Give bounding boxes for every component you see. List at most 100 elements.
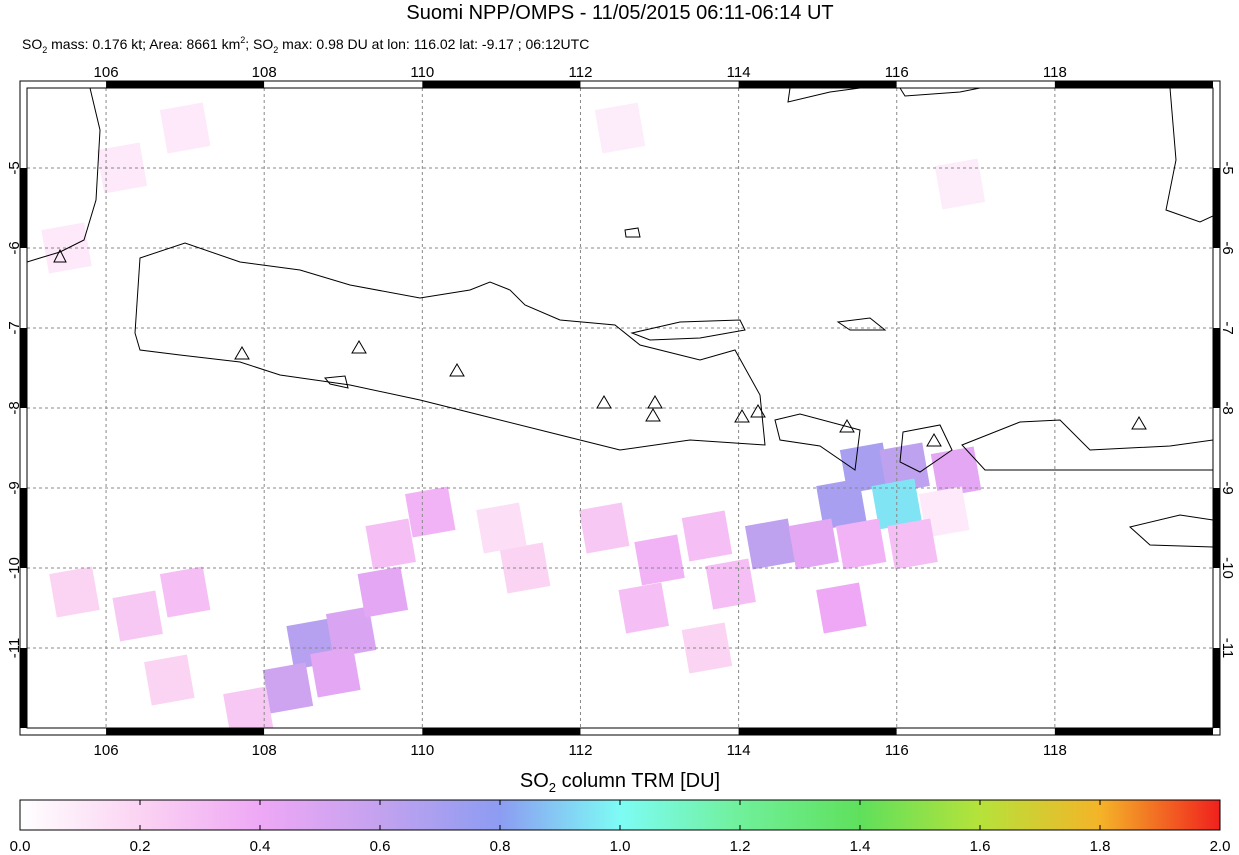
subtitle-part: max: 0.98 DU at lon: 116.02 lat: -9.17 ;… bbox=[278, 36, 589, 52]
y-tick-label: -9 bbox=[1219, 481, 1236, 494]
so2-cell bbox=[618, 582, 669, 634]
x-tick-label: 110 bbox=[410, 64, 434, 81]
coastline bbox=[1165, 88, 1213, 223]
frame-bar bbox=[422, 81, 581, 88]
x-tick-label: 106 bbox=[94, 64, 119, 81]
colorbar-label-part: SO bbox=[520, 770, 549, 792]
y-tick-label: -11 bbox=[6, 638, 23, 659]
frame-bar bbox=[20, 488, 27, 568]
coastlines bbox=[27, 88, 1213, 548]
y-tick-label: -5 bbox=[1219, 161, 1236, 174]
frame-bar bbox=[580, 81, 739, 88]
subtitle-part: SO bbox=[22, 36, 42, 52]
x-tick-label: 118 bbox=[1043, 64, 1067, 81]
so2-layer bbox=[41, 102, 986, 728]
so2-cell bbox=[705, 558, 756, 610]
coastline bbox=[1128, 514, 1213, 548]
colorbar-segment bbox=[260, 800, 381, 830]
frame-bar bbox=[738, 81, 897, 88]
volcano-marker bbox=[926, 433, 942, 447]
frame-bar bbox=[1213, 168, 1220, 248]
so2-cell bbox=[112, 590, 163, 642]
colorbar-segment bbox=[140, 800, 261, 830]
so2-cell bbox=[325, 606, 377, 658]
frame-bar bbox=[106, 81, 265, 88]
frame-bar bbox=[20, 168, 27, 248]
grid bbox=[27, 88, 1213, 728]
y-tick-label: -6 bbox=[6, 241, 23, 254]
frame-bar bbox=[1054, 728, 1213, 735]
y-tick-label: -9 bbox=[6, 481, 23, 494]
frame-bar bbox=[1054, 81, 1213, 88]
so2-cell bbox=[357, 566, 409, 618]
frame-bar bbox=[106, 728, 265, 735]
so2-cell bbox=[634, 534, 685, 586]
volcano-marker bbox=[234, 346, 250, 360]
subtitle-part: 2 bbox=[42, 45, 47, 55]
title: Suomi NPP/OMPS - 11/05/2015 06:11-06:14 … bbox=[406, 2, 833, 24]
y-tick-label: -7 bbox=[6, 321, 23, 334]
x-tick-label: 114 bbox=[727, 742, 751, 759]
y-tick-label: -11 bbox=[1219, 638, 1236, 659]
so2-cell bbox=[879, 442, 930, 494]
frame-bar bbox=[580, 728, 739, 735]
so2-cell bbox=[41, 222, 92, 274]
y-tick-label: -6 bbox=[1219, 241, 1236, 254]
frame-bar bbox=[1213, 648, 1220, 728]
so2-cell bbox=[930, 446, 982, 498]
y-tick-label: -10 bbox=[1219, 557, 1236, 579]
colorbar-tick-label: 0.8 bbox=[490, 838, 511, 855]
frame-bar bbox=[1213, 88, 1220, 168]
volcano-marker bbox=[839, 419, 855, 433]
so2-cell bbox=[934, 158, 986, 210]
volcano-marker bbox=[1131, 416, 1147, 430]
coastline bbox=[630, 319, 746, 341]
coastline bbox=[27, 88, 101, 263]
x-tick-label: 110 bbox=[410, 742, 434, 759]
frame-bar bbox=[264, 81, 423, 88]
coastline bbox=[899, 88, 981, 97]
frame-bar bbox=[1213, 248, 1220, 328]
colorbar-tick-label: 1.2 bbox=[730, 838, 751, 855]
y-tick-label: -10 bbox=[6, 557, 23, 579]
colorbar-label: SO2 column TRM [DU] bbox=[520, 770, 720, 795]
frame-bar bbox=[20, 408, 27, 488]
x-tick-label: 108 bbox=[252, 64, 277, 81]
colorbar-segment bbox=[980, 800, 1101, 830]
colorbar-tick-label: 1.4 bbox=[850, 838, 871, 855]
colorbar-segment bbox=[20, 800, 141, 830]
so2-cell bbox=[476, 502, 527, 554]
frame-bar bbox=[264, 728, 423, 735]
frame-bar bbox=[20, 248, 27, 328]
frame-bar bbox=[1213, 488, 1220, 568]
x-tick-label: 108 bbox=[252, 742, 277, 759]
colorbar-tick-label: 0.4 bbox=[250, 838, 271, 855]
colorbar-segment bbox=[860, 800, 981, 830]
so2-cell bbox=[365, 518, 416, 570]
volcano-marker bbox=[449, 363, 465, 377]
x-tick-label: 116 bbox=[885, 742, 909, 759]
so2-cell bbox=[310, 646, 361, 698]
frame-border bbox=[19, 80, 1221, 736]
so2-cell bbox=[788, 518, 839, 570]
plot-border bbox=[26, 87, 1214, 729]
colorbar-segment bbox=[620, 800, 741, 830]
so2-cell bbox=[835, 518, 887, 570]
colorbar-segment bbox=[380, 800, 501, 830]
x-tick-label: 112 bbox=[569, 64, 593, 81]
volcanoes bbox=[53, 248, 1147, 447]
so2-cell bbox=[159, 566, 211, 618]
coastline bbox=[899, 424, 953, 473]
frame-bar bbox=[27, 728, 107, 735]
frame-bar bbox=[896, 728, 1055, 735]
so2-cell bbox=[96, 142, 148, 194]
so2-cell bbox=[816, 478, 867, 530]
colorbar-segment bbox=[1100, 800, 1221, 830]
so2-cell bbox=[49, 566, 100, 618]
frame-bar bbox=[20, 568, 27, 648]
so2-cell bbox=[887, 518, 938, 570]
colorbar-segment bbox=[740, 800, 861, 830]
x-tick-label: 112 bbox=[569, 742, 593, 759]
